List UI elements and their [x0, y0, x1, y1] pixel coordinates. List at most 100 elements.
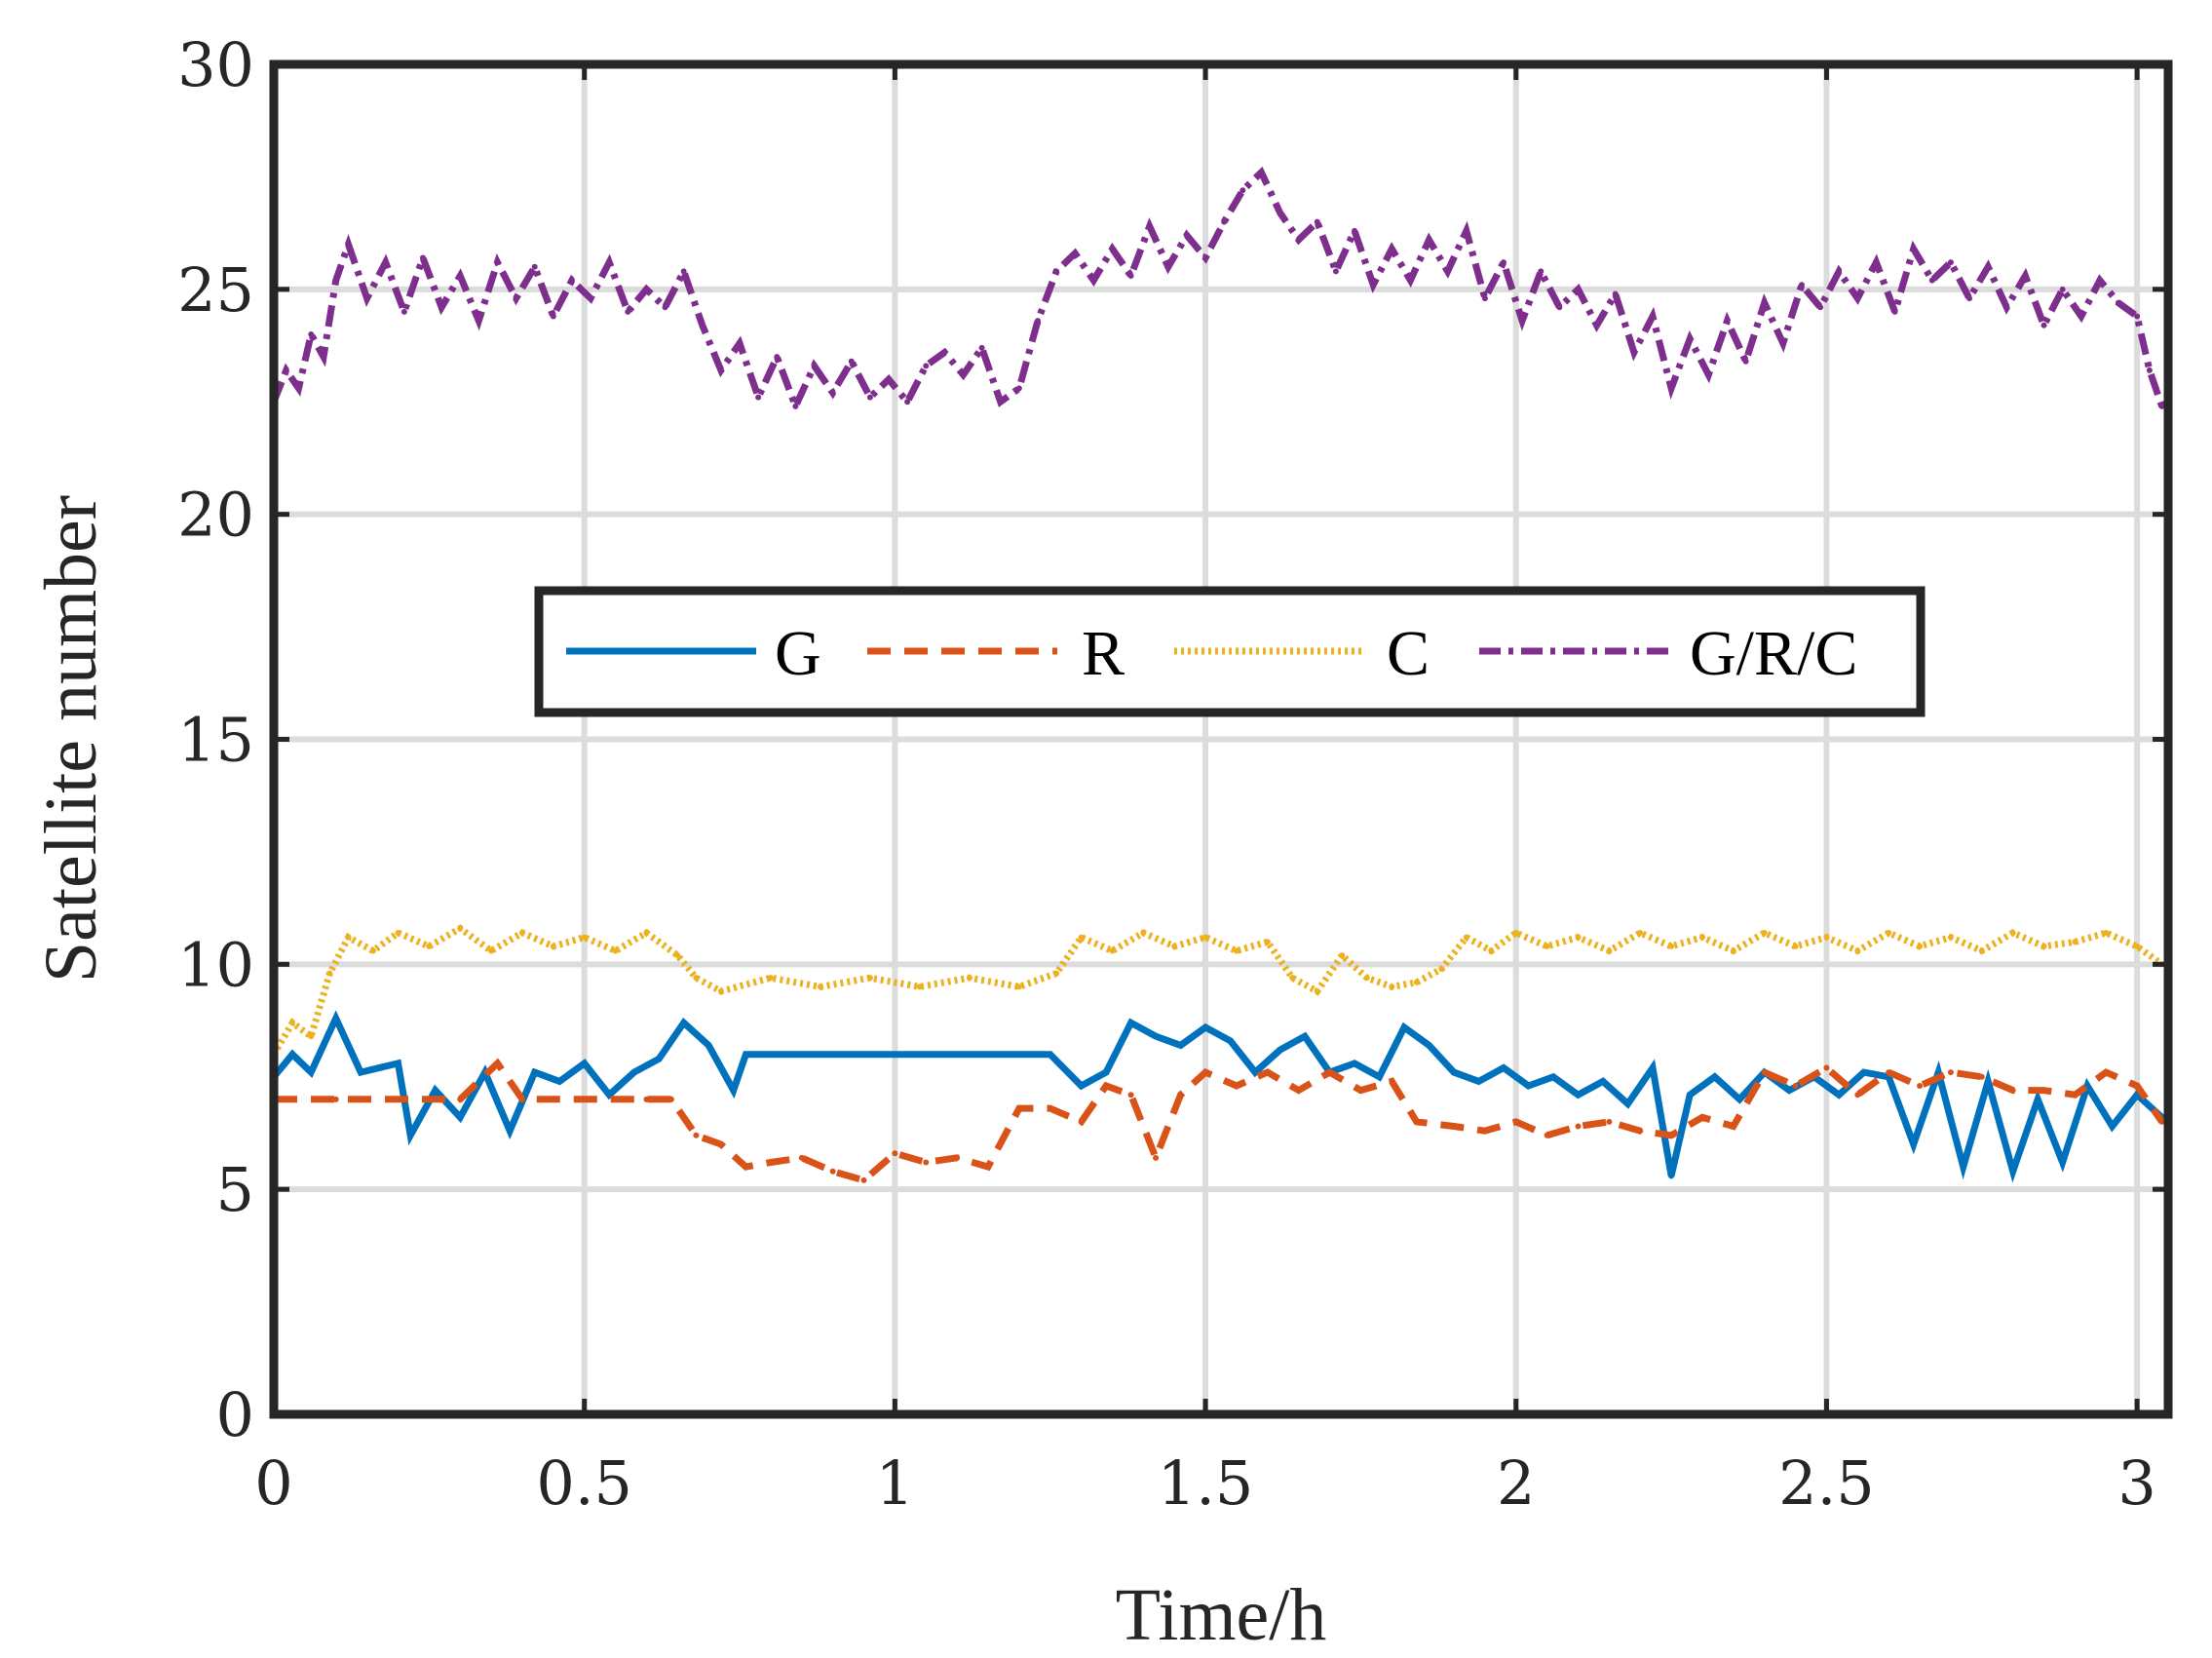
series-point-r	[1015, 1105, 1022, 1112]
series-point-c	[693, 975, 700, 982]
series-point-c	[1512, 930, 1519, 937]
series-point-r	[767, 1159, 774, 1166]
series-point-c	[369, 947, 376, 954]
series-point-grc	[1146, 223, 1153, 230]
series-point-g	[1302, 1033, 1309, 1040]
series-point-c	[1698, 934, 1705, 941]
series-point-g	[556, 1078, 563, 1085]
series-point-c	[1544, 943, 1550, 949]
series-point-g	[1836, 1092, 1843, 1099]
series-point-g	[1177, 1042, 1184, 1049]
series-point-grc	[1519, 318, 1526, 325]
series-point-g	[1376, 1073, 1383, 1080]
series-point-c	[581, 934, 588, 941]
series-point-c	[1463, 934, 1469, 941]
series-point-grc	[1258, 169, 1265, 175]
series-point-c	[1264, 939, 1271, 945]
series-point-c	[1053, 970, 1060, 977]
series-point-grc	[531, 263, 538, 270]
series-point-grc	[755, 394, 762, 401]
x-tick-label: 0.5	[536, 1447, 632, 1519]
series-point-grc	[1612, 290, 1619, 297]
series-point-r	[518, 1096, 525, 1102]
series-point-grc	[419, 254, 426, 261]
series-point-grc	[774, 354, 781, 361]
series-point-c	[1947, 934, 1954, 941]
series-point-r	[1202, 1069, 1209, 1076]
series-point-grc	[1221, 218, 1228, 225]
series-point-grc	[1202, 254, 1209, 261]
series-point-g	[1549, 1073, 1556, 1080]
series-point-r	[1544, 1132, 1550, 1138]
series-point-g	[457, 1114, 464, 1121]
series-point-grc	[1332, 268, 1339, 275]
plot-series	[270, 166, 2165, 1184]
series-point-c	[1233, 947, 1239, 954]
series-point-grc	[941, 349, 948, 356]
series-point-g	[1352, 1060, 1358, 1066]
series-point-grc	[866, 394, 873, 401]
series-point-c	[1140, 930, 1147, 937]
series-point-grc	[1593, 322, 1600, 328]
series-point-r	[1153, 1154, 1160, 1161]
series-point-g	[358, 1069, 364, 1076]
series-point-grc	[588, 295, 594, 302]
series-point-g	[1687, 1092, 1694, 1099]
series-point-g	[630, 1069, 637, 1076]
series-point-r	[1177, 1092, 1184, 1099]
series-point-r	[2009, 1087, 2016, 1094]
y-tick-label: 30	[177, 29, 254, 100]
series-point-grc	[1779, 340, 1786, 347]
series-point-grc	[1239, 187, 1246, 194]
series-point-grc	[1352, 227, 1358, 234]
series-point-c	[1978, 947, 1985, 954]
series-point-g	[1575, 1092, 1582, 1099]
series-point-g	[1153, 1033, 1160, 1040]
series-point-grc	[457, 272, 464, 279]
series-point-r	[1512, 1118, 1519, 1125]
series-point-g	[923, 1051, 930, 1058]
series-point-c	[1637, 930, 1644, 937]
series-point-r	[1698, 1114, 1705, 1121]
series-point-c	[1389, 983, 1395, 990]
series-point-c	[2072, 939, 2079, 945]
series-point-r	[494, 1060, 501, 1066]
series-point-c	[518, 930, 525, 937]
series-point-c	[345, 934, 352, 941]
series-point-r	[1575, 1123, 1582, 1130]
series-point-g	[2035, 1096, 2041, 1102]
series-point-r	[1295, 1087, 1302, 1094]
series-point-g	[1127, 1020, 1134, 1026]
series-point-r	[1127, 1092, 1134, 1099]
series-point-r	[1389, 1078, 1395, 1085]
series-point-grc	[1761, 299, 1768, 306]
series-point-g	[407, 1132, 414, 1138]
series-point-grc	[1668, 385, 1675, 392]
series-point-grc	[1015, 385, 1022, 392]
legend-label-r: R	[1082, 618, 1125, 689]
series-point-r	[2103, 1069, 2110, 1076]
series-point-grc	[1109, 246, 1116, 252]
series-point-c	[2009, 930, 2016, 937]
series-point-grc	[1295, 237, 1302, 244]
series-point-g	[1252, 1069, 1259, 1076]
series-point-r	[667, 1096, 674, 1102]
series-point-grc	[1854, 295, 1861, 302]
series-point-grc	[1501, 259, 1507, 266]
series-point-c	[1413, 979, 1420, 985]
x-tick-label: 0	[254, 1447, 292, 1519]
series-point-g	[2009, 1168, 2016, 1175]
series-point-g	[1475, 1078, 1482, 1085]
series-point-grc	[1910, 246, 1917, 252]
series-point-grc	[1407, 277, 1414, 284]
series-point-grc	[960, 371, 967, 378]
series-point-c	[1488, 947, 1495, 954]
series-point-c	[2040, 943, 2047, 949]
series-point-grc	[680, 268, 687, 275]
series-point-r	[1730, 1123, 1736, 1130]
legend-label-grc: G/R/C	[1690, 618, 1857, 689]
series-point-grc	[320, 354, 326, 361]
series-point-c	[767, 975, 774, 982]
series-point-grc	[1947, 259, 1954, 266]
series-point-grc	[332, 277, 339, 284]
